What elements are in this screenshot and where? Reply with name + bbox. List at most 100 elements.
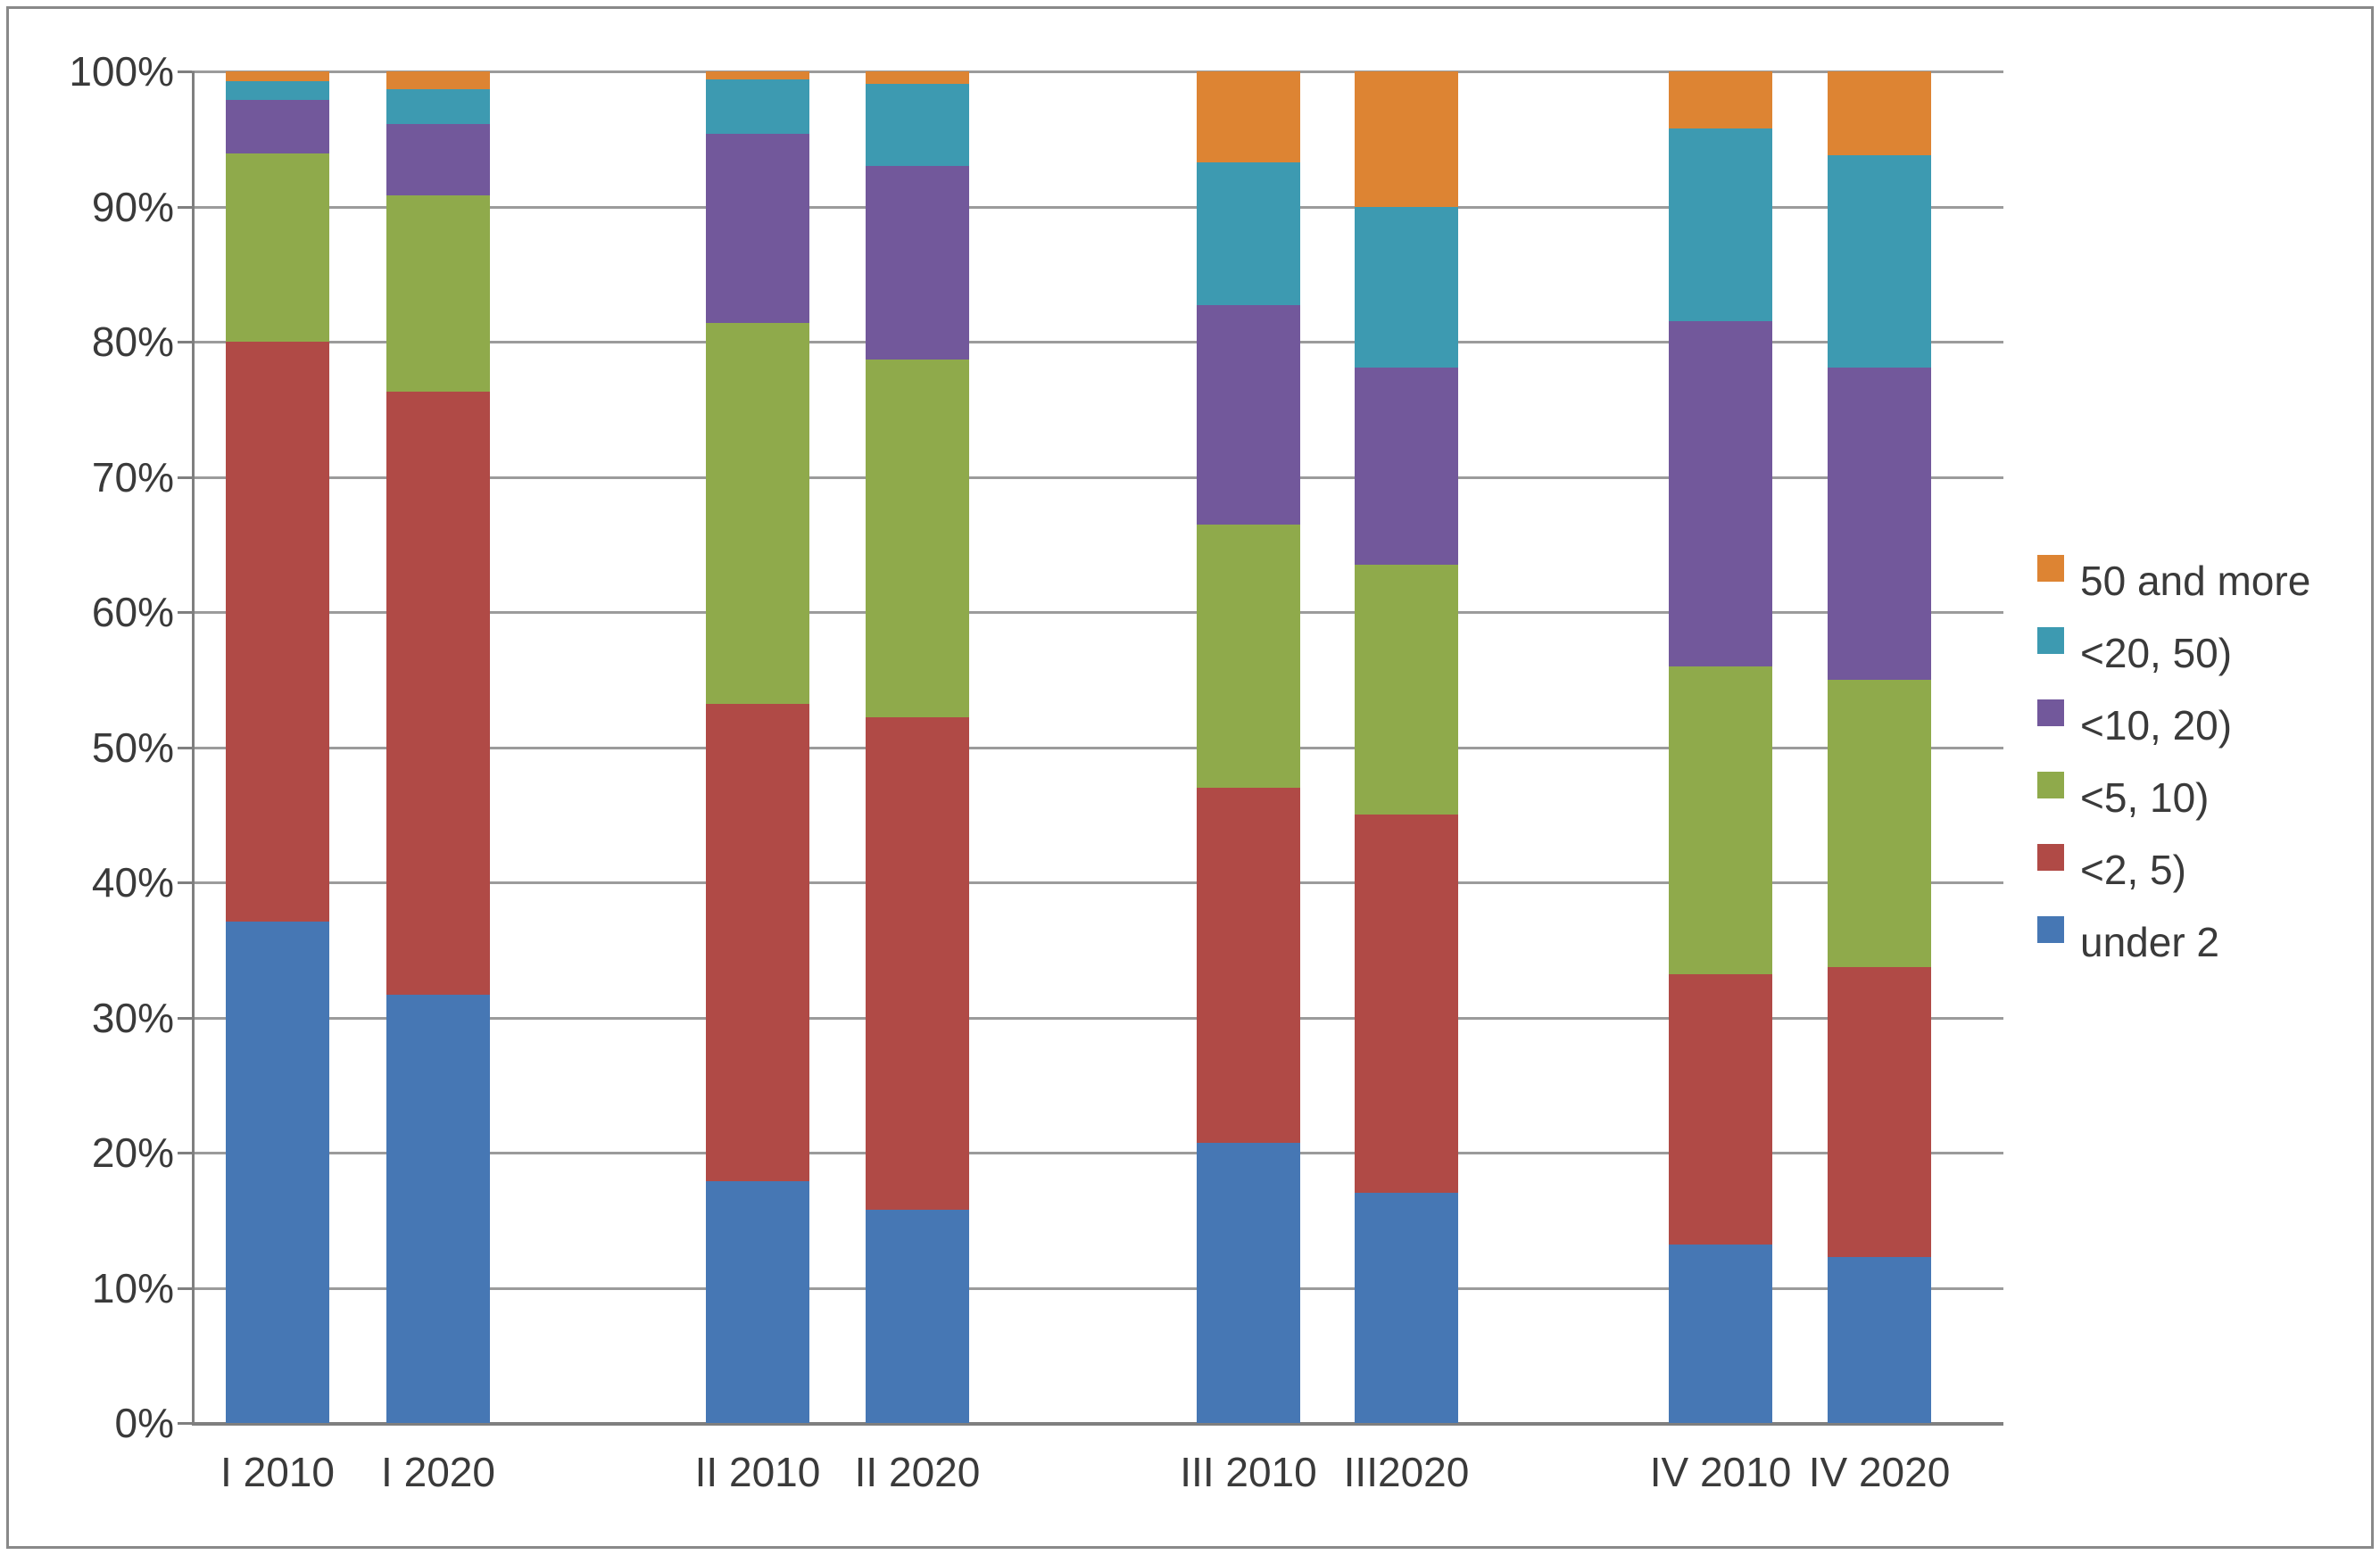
bar-segment	[1669, 974, 1772, 1245]
x-tick-label: II 2010	[694, 1449, 821, 1495]
bar-segment	[866, 83, 969, 167]
bar-segment	[226, 921, 329, 1423]
y-tick-label: 0%	[114, 1400, 174, 1446]
y-axis-tick	[178, 1016, 192, 1020]
bar-segment	[1197, 161, 1300, 306]
bar-segment	[1669, 1245, 1772, 1423]
bar-segment	[386, 71, 490, 89]
y-tick-label: 50%	[91, 724, 174, 771]
y-axis-tick	[178, 881, 192, 884]
bar-segment	[706, 704, 809, 1181]
bar-segment	[386, 392, 490, 995]
bar-segment	[226, 342, 329, 922]
bar-segment	[1197, 787, 1300, 1144]
y-axis-tick	[178, 746, 192, 749]
bar-segment	[706, 71, 809, 80]
bar-segment	[386, 88, 490, 125]
bar-i-2020	[386, 71, 490, 1423]
bar-iv-2020	[1828, 71, 1931, 1423]
bar-segment	[1197, 71, 1300, 162]
y-tick-label: 100%	[69, 48, 174, 95]
bar-segment	[1669, 71, 1772, 128]
x-tick-label: III 2010	[1180, 1449, 1317, 1495]
y-axis-tick	[178, 70, 192, 73]
bar-iii2020	[1355, 71, 1458, 1423]
figure-border	[6, 6, 2374, 1549]
bar-iii-2010	[1197, 71, 1300, 1423]
gridline-70	[192, 476, 2003, 479]
x-tick-label: I 2020	[381, 1449, 495, 1495]
x-tick-label: IV 2010	[1649, 1449, 1792, 1495]
y-tick-label: 40%	[91, 859, 174, 906]
bar-segment	[1355, 1193, 1458, 1423]
bar-segment	[1669, 128, 1772, 322]
bar-segment	[706, 79, 809, 134]
bar-ii-2020	[866, 71, 969, 1423]
y-axis-line	[192, 71, 195, 1423]
y-axis-tick	[178, 1422, 192, 1425]
legend-swatch	[2037, 699, 2064, 726]
gridline-100	[192, 70, 2003, 73]
x-tick-label: III2020	[1343, 1449, 1470, 1495]
bar-segment	[1355, 815, 1458, 1194]
x-axis-line	[192, 1422, 2003, 1426]
legend-swatch	[2037, 916, 2064, 943]
bar-segment	[1197, 1143, 1300, 1423]
x-tick-label: I 2010	[220, 1449, 335, 1495]
bar-segment	[866, 1209, 969, 1423]
bar-segment	[1355, 564, 1458, 815]
legend-swatch	[2037, 555, 2064, 582]
bar-segment	[866, 717, 969, 1210]
y-tick-label: 10%	[91, 1264, 174, 1311]
bar-segment	[1355, 206, 1458, 368]
bar-segment	[1828, 154, 1931, 368]
bar-segment	[706, 133, 809, 323]
y-axis-tick	[178, 611, 192, 614]
y-tick-label: 90%	[91, 183, 174, 230]
bar-segment	[226, 99, 329, 154]
y-tick-label: 30%	[91, 994, 174, 1041]
bar-ii-2010	[706, 71, 809, 1423]
bar-segment	[1197, 524, 1300, 788]
legend-swatch	[2037, 772, 2064, 798]
bar-segment	[706, 322, 809, 705]
bar-segment	[386, 195, 490, 393]
y-tick-label: 60%	[91, 589, 174, 635]
bar-segment	[1828, 367, 1931, 680]
gridline-60	[192, 611, 2003, 614]
legend-swatch	[2037, 844, 2064, 871]
bar-segment	[866, 71, 969, 84]
bar-segment	[226, 80, 329, 100]
bar-segment	[1828, 1256, 1931, 1423]
bar-segment	[1828, 967, 1931, 1257]
bar-segment	[1669, 321, 1772, 666]
y-axis-tick	[178, 205, 192, 209]
x-tick-label: IV 2020	[1808, 1449, 1951, 1495]
gridline-30	[192, 1016, 2003, 1020]
gridline-40	[192, 881, 2003, 884]
y-axis-tick	[178, 341, 192, 343]
y-tick-label: 80%	[91, 318, 174, 365]
bar-segment	[226, 153, 329, 342]
bar-segment	[706, 1180, 809, 1423]
gridline-10	[192, 1286, 2003, 1290]
legend-swatch	[2037, 627, 2064, 654]
legend-label: <5, 10)	[2080, 774, 2210, 821]
gridline-20	[192, 1152, 2003, 1154]
bar-segment	[1355, 71, 1458, 207]
bar-segment	[1197, 305, 1300, 525]
bar-segment	[866, 166, 969, 360]
y-axis-tick	[178, 476, 192, 479]
bar-segment	[226, 71, 329, 81]
bar-segment	[386, 994, 490, 1423]
legend-label: <10, 20)	[2080, 702, 2233, 749]
gridline-80	[192, 341, 2003, 343]
y-axis-tick	[178, 1286, 192, 1290]
legend-label: <20, 50)	[2080, 630, 2233, 676]
x-tick-label: II 2020	[854, 1449, 981, 1495]
gridline-90	[192, 205, 2003, 209]
bar-segment	[1828, 71, 1931, 155]
y-tick-label: 70%	[91, 453, 174, 500]
bar-segment	[1355, 367, 1458, 565]
